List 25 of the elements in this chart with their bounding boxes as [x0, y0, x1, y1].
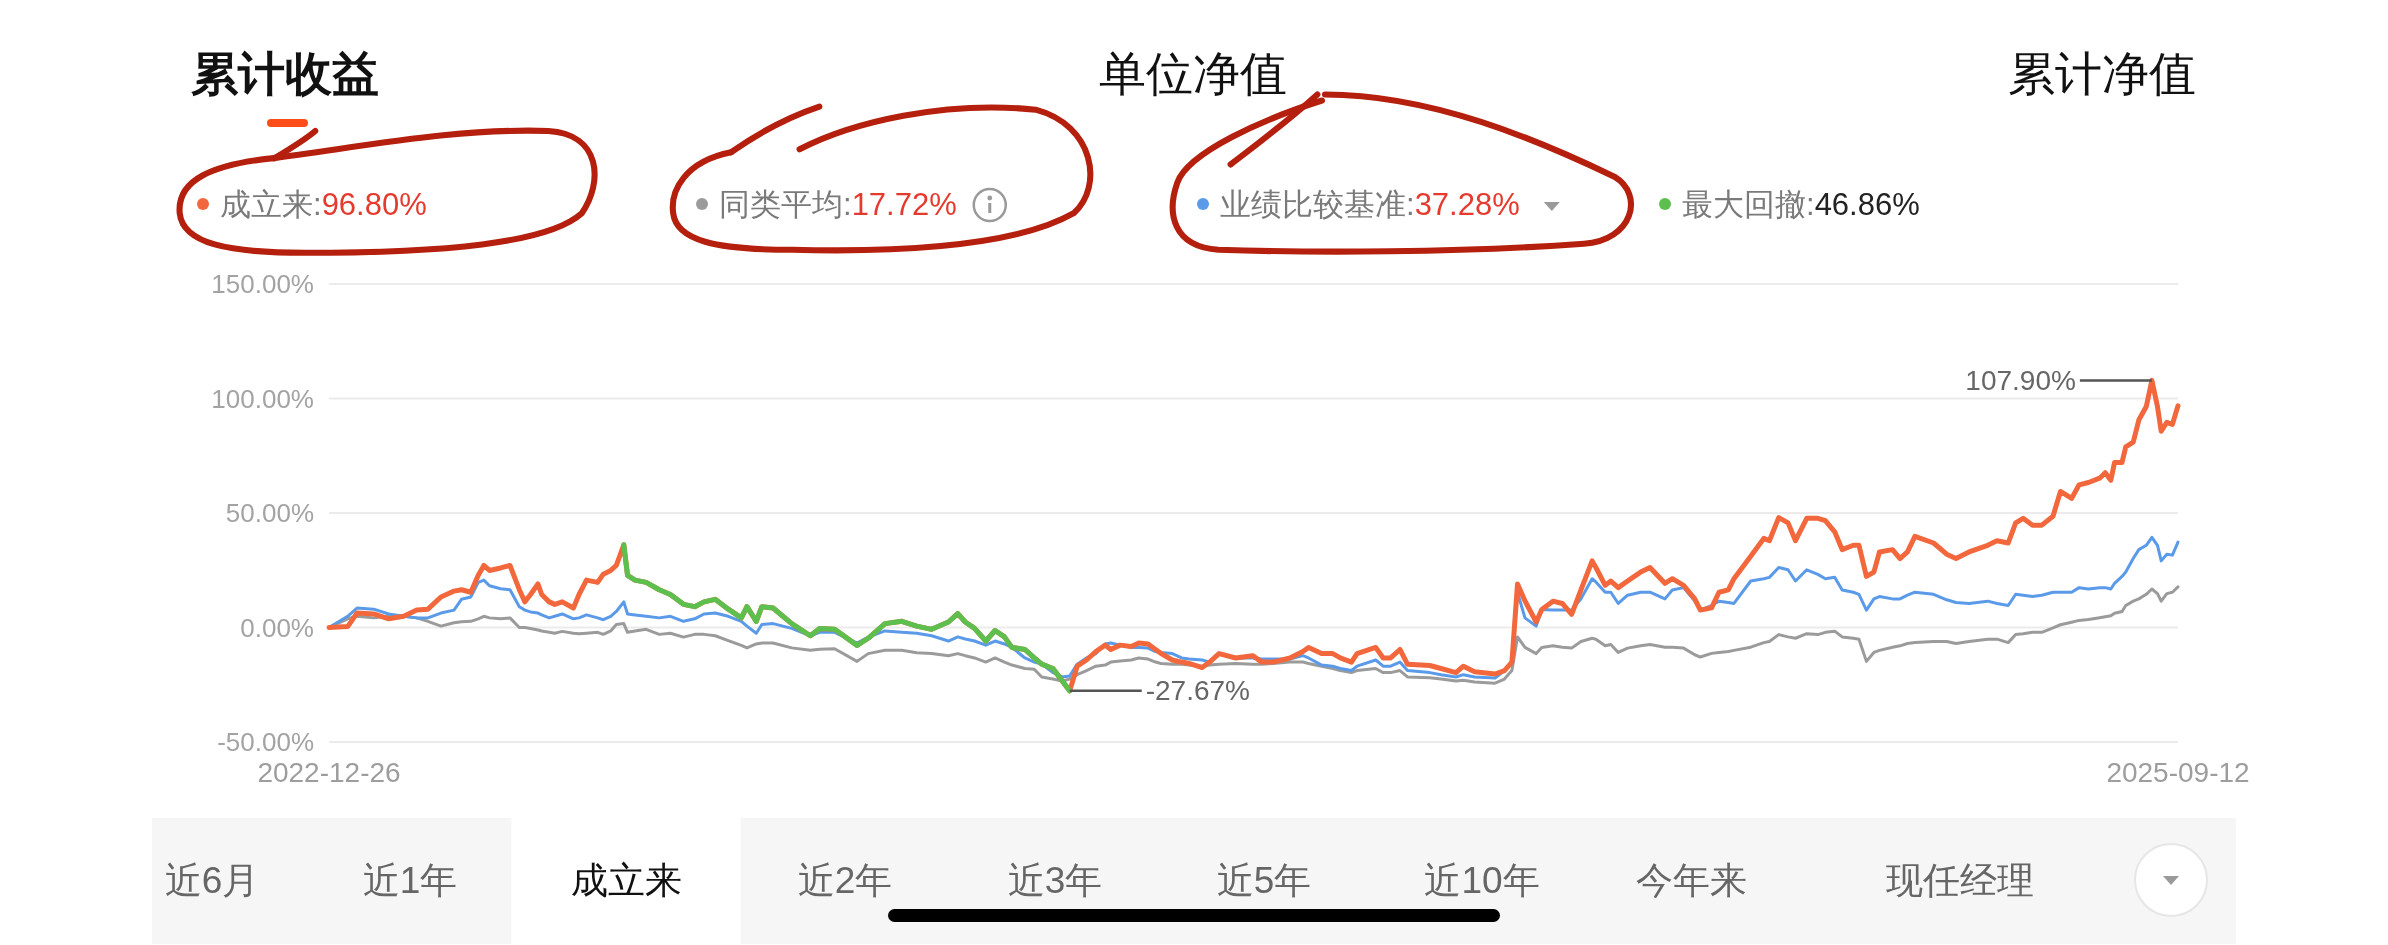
text: 近3年: [1007, 859, 1103, 901]
text: 累计净值: [2008, 46, 2196, 100]
text: 近1年: [362, 859, 458, 901]
annotation: 107.90%: [1965, 364, 2076, 396]
legend-label: 成立来:96.80%: [220, 186, 427, 222]
annotation: -27.67%: [1145, 675, 1251, 707]
x-tick-label: 2025-09-12: [2106, 756, 2250, 788]
text: 成立来: [570, 859, 682, 901]
text: 今年来: [1635, 859, 1747, 901]
text: 近6月: [164, 859, 260, 901]
text: 近10年: [1424, 859, 1540, 901]
x-tick-label: 2022-12-26: [257, 756, 401, 788]
legend-label: 最大回撤:46.86%: [1682, 186, 1920, 222]
chart-title: 累计收益: [191, 46, 379, 100]
text: 近5年: [1216, 859, 1312, 901]
text: 单位净值: [1099, 46, 1287, 100]
text: 现任经理: [1886, 859, 2034, 901]
y-tick-label: 0.00%: [240, 612, 314, 643]
y-tick-label: 150.00%: [211, 269, 314, 299]
legend-label: 同类平均:17.72%: [719, 186, 957, 222]
y-tick-label: 100.00%: [211, 383, 314, 414]
y-tick-label: -50.00%: [217, 727, 314, 757]
legend-label: 业绩比较基准:37.28%: [1220, 186, 1520, 222]
text: 近2年: [797, 859, 893, 901]
y-tick-label: 50.00%: [225, 498, 314, 528]
